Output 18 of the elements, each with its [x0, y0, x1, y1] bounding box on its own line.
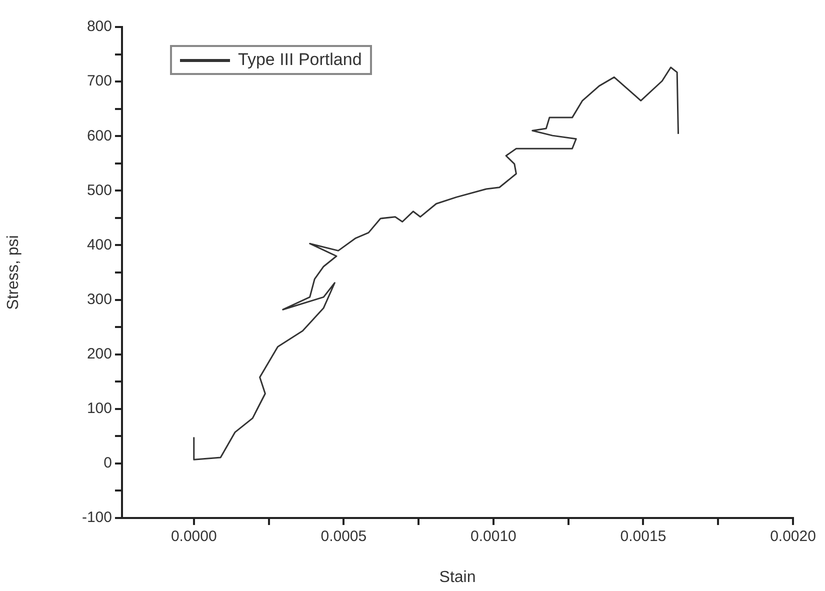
y-tick-label: 800: [86, 18, 112, 36]
x-axis-title: Stain: [439, 568, 476, 586]
y-tick-label: 300: [86, 290, 112, 308]
x-tick-label: 0.0015: [620, 528, 666, 546]
legend-label: Type III Portland: [238, 50, 362, 70]
x-tick-label: 0.0000: [170, 528, 217, 546]
y-tick-label: 500: [86, 182, 112, 199]
x-tick-label: 0.0010: [470, 528, 516, 546]
y-tick-label: 600: [86, 127, 112, 144]
y-tick-label: 700: [86, 72, 112, 90]
y-tick-label: 100: [86, 400, 112, 418]
y-tick-label: 200: [86, 345, 112, 362]
x-tick-label: 0.0020: [770, 528, 816, 546]
y-tick-label: -100: [82, 509, 112, 526]
y-tick-label: 0: [104, 454, 112, 472]
y-axis-title: Stress, psi: [5, 235, 22, 310]
y-tick-label: 400: [86, 236, 112, 254]
x-tick-label: 0.0005: [320, 528, 367, 546]
